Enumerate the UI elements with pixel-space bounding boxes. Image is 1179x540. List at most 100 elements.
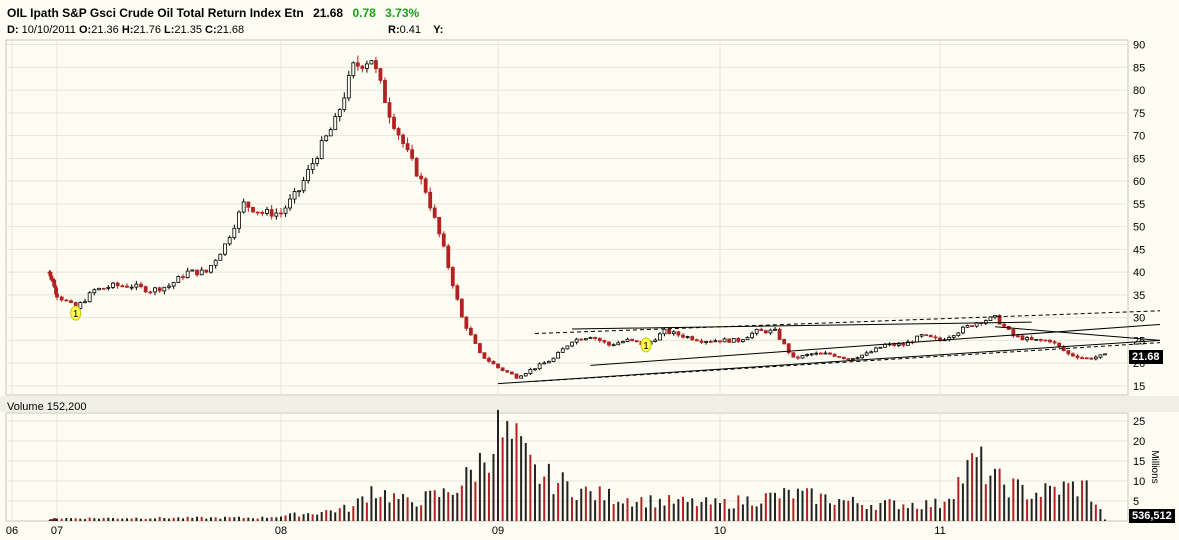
volume-bar xyxy=(810,488,813,521)
volume-bar xyxy=(168,518,170,521)
volume-bar xyxy=(783,488,786,521)
volume-bar xyxy=(388,502,391,521)
volume-bar xyxy=(88,517,91,521)
open-value: 21.36 xyxy=(91,24,119,36)
volume-bar xyxy=(469,469,472,521)
candle-body xyxy=(694,339,699,342)
candle-body xyxy=(378,68,383,81)
candle-body xyxy=(1002,323,1007,327)
volume-bar xyxy=(415,506,418,521)
volume-bar xyxy=(361,496,364,521)
date-label: D: xyxy=(7,24,19,36)
candle-body xyxy=(593,337,598,339)
volume-bar xyxy=(645,507,647,521)
volume-bar xyxy=(135,517,138,521)
volume-bar xyxy=(107,517,110,521)
volume-bar xyxy=(833,504,836,521)
volume-bar xyxy=(256,518,259,521)
volume-bar xyxy=(456,492,459,521)
candle-body xyxy=(681,334,685,338)
volume-bar xyxy=(796,488,799,521)
candle-body xyxy=(814,352,819,355)
volume-bar xyxy=(402,494,405,521)
x-axis-tick-label: 09 xyxy=(492,525,504,537)
candle-body xyxy=(965,325,970,328)
candle-body xyxy=(777,328,782,340)
candle-body xyxy=(1071,353,1075,357)
candle-body xyxy=(319,140,324,159)
candle-body xyxy=(255,211,260,214)
candle-body xyxy=(468,327,473,336)
candle-body xyxy=(306,169,311,181)
candle-body xyxy=(432,207,437,218)
candle-body xyxy=(846,358,851,360)
volume-bar xyxy=(801,490,804,521)
candle-body xyxy=(1066,350,1071,355)
candle-body xyxy=(209,264,213,273)
volume-bar xyxy=(242,518,245,521)
volume-bar xyxy=(210,517,212,521)
candle-body xyxy=(473,334,478,344)
volume-bar xyxy=(769,492,772,521)
highlight-marker xyxy=(70,305,82,321)
volume-bar xyxy=(824,494,827,521)
candle-body xyxy=(1098,354,1103,358)
candle-body xyxy=(533,368,537,371)
candle-body xyxy=(269,209,274,217)
candle-body xyxy=(1043,339,1048,342)
candle-body xyxy=(883,344,887,348)
volume-bar xyxy=(1035,492,1038,521)
candle-body xyxy=(556,352,561,359)
candle-body xyxy=(496,363,500,369)
volume-bar xyxy=(838,498,841,521)
candle-body xyxy=(1025,337,1029,341)
candle-body xyxy=(491,360,496,365)
close-label: C: xyxy=(205,24,217,36)
candle-body xyxy=(64,299,69,302)
volume-bar xyxy=(897,509,900,521)
candle-body xyxy=(237,211,241,229)
candle-body xyxy=(410,149,415,159)
volume-bar xyxy=(575,499,578,521)
date-value: 10/10/2011 xyxy=(21,24,76,36)
candle-body xyxy=(459,298,464,318)
candle-body xyxy=(324,135,329,141)
candle-body xyxy=(1048,339,1052,343)
candle-body xyxy=(218,253,223,261)
price-axis-tick-label: 85 xyxy=(1133,62,1145,74)
volume-bar xyxy=(961,483,964,521)
volume-bar xyxy=(612,504,615,521)
volume-bar xyxy=(815,503,818,521)
volume-bar xyxy=(598,486,601,521)
candle-body xyxy=(487,357,491,362)
volume-bar xyxy=(70,518,72,521)
candle-body xyxy=(279,212,283,215)
volume-bar xyxy=(302,514,305,521)
volume-bar xyxy=(510,438,513,521)
candle-body xyxy=(310,163,315,170)
candle-body xyxy=(1093,356,1098,360)
candle-body xyxy=(1016,335,1020,338)
last-price: 21.68 xyxy=(313,6,344,20)
candle-body xyxy=(441,233,446,247)
high-label: H: xyxy=(121,24,134,36)
volume-bar xyxy=(691,498,694,521)
volume-axis-tick-label: 15 xyxy=(1133,456,1145,468)
candlestick-series xyxy=(47,55,1107,379)
volume-bar xyxy=(196,516,198,521)
candle-body xyxy=(602,340,607,343)
candle-body xyxy=(455,285,460,300)
volume-bar xyxy=(406,497,409,521)
candle-body xyxy=(115,282,120,287)
candle-body xyxy=(620,341,625,344)
candle-body xyxy=(722,338,727,343)
candle-body xyxy=(537,363,542,370)
open-label: O: xyxy=(78,24,92,36)
candle-body xyxy=(616,342,621,346)
volume-bar xyxy=(980,446,983,521)
candle-body xyxy=(519,375,524,379)
candle-body xyxy=(246,201,251,208)
x-axis-tick-label: 10 xyxy=(714,525,726,537)
volume-bar xyxy=(474,481,477,521)
